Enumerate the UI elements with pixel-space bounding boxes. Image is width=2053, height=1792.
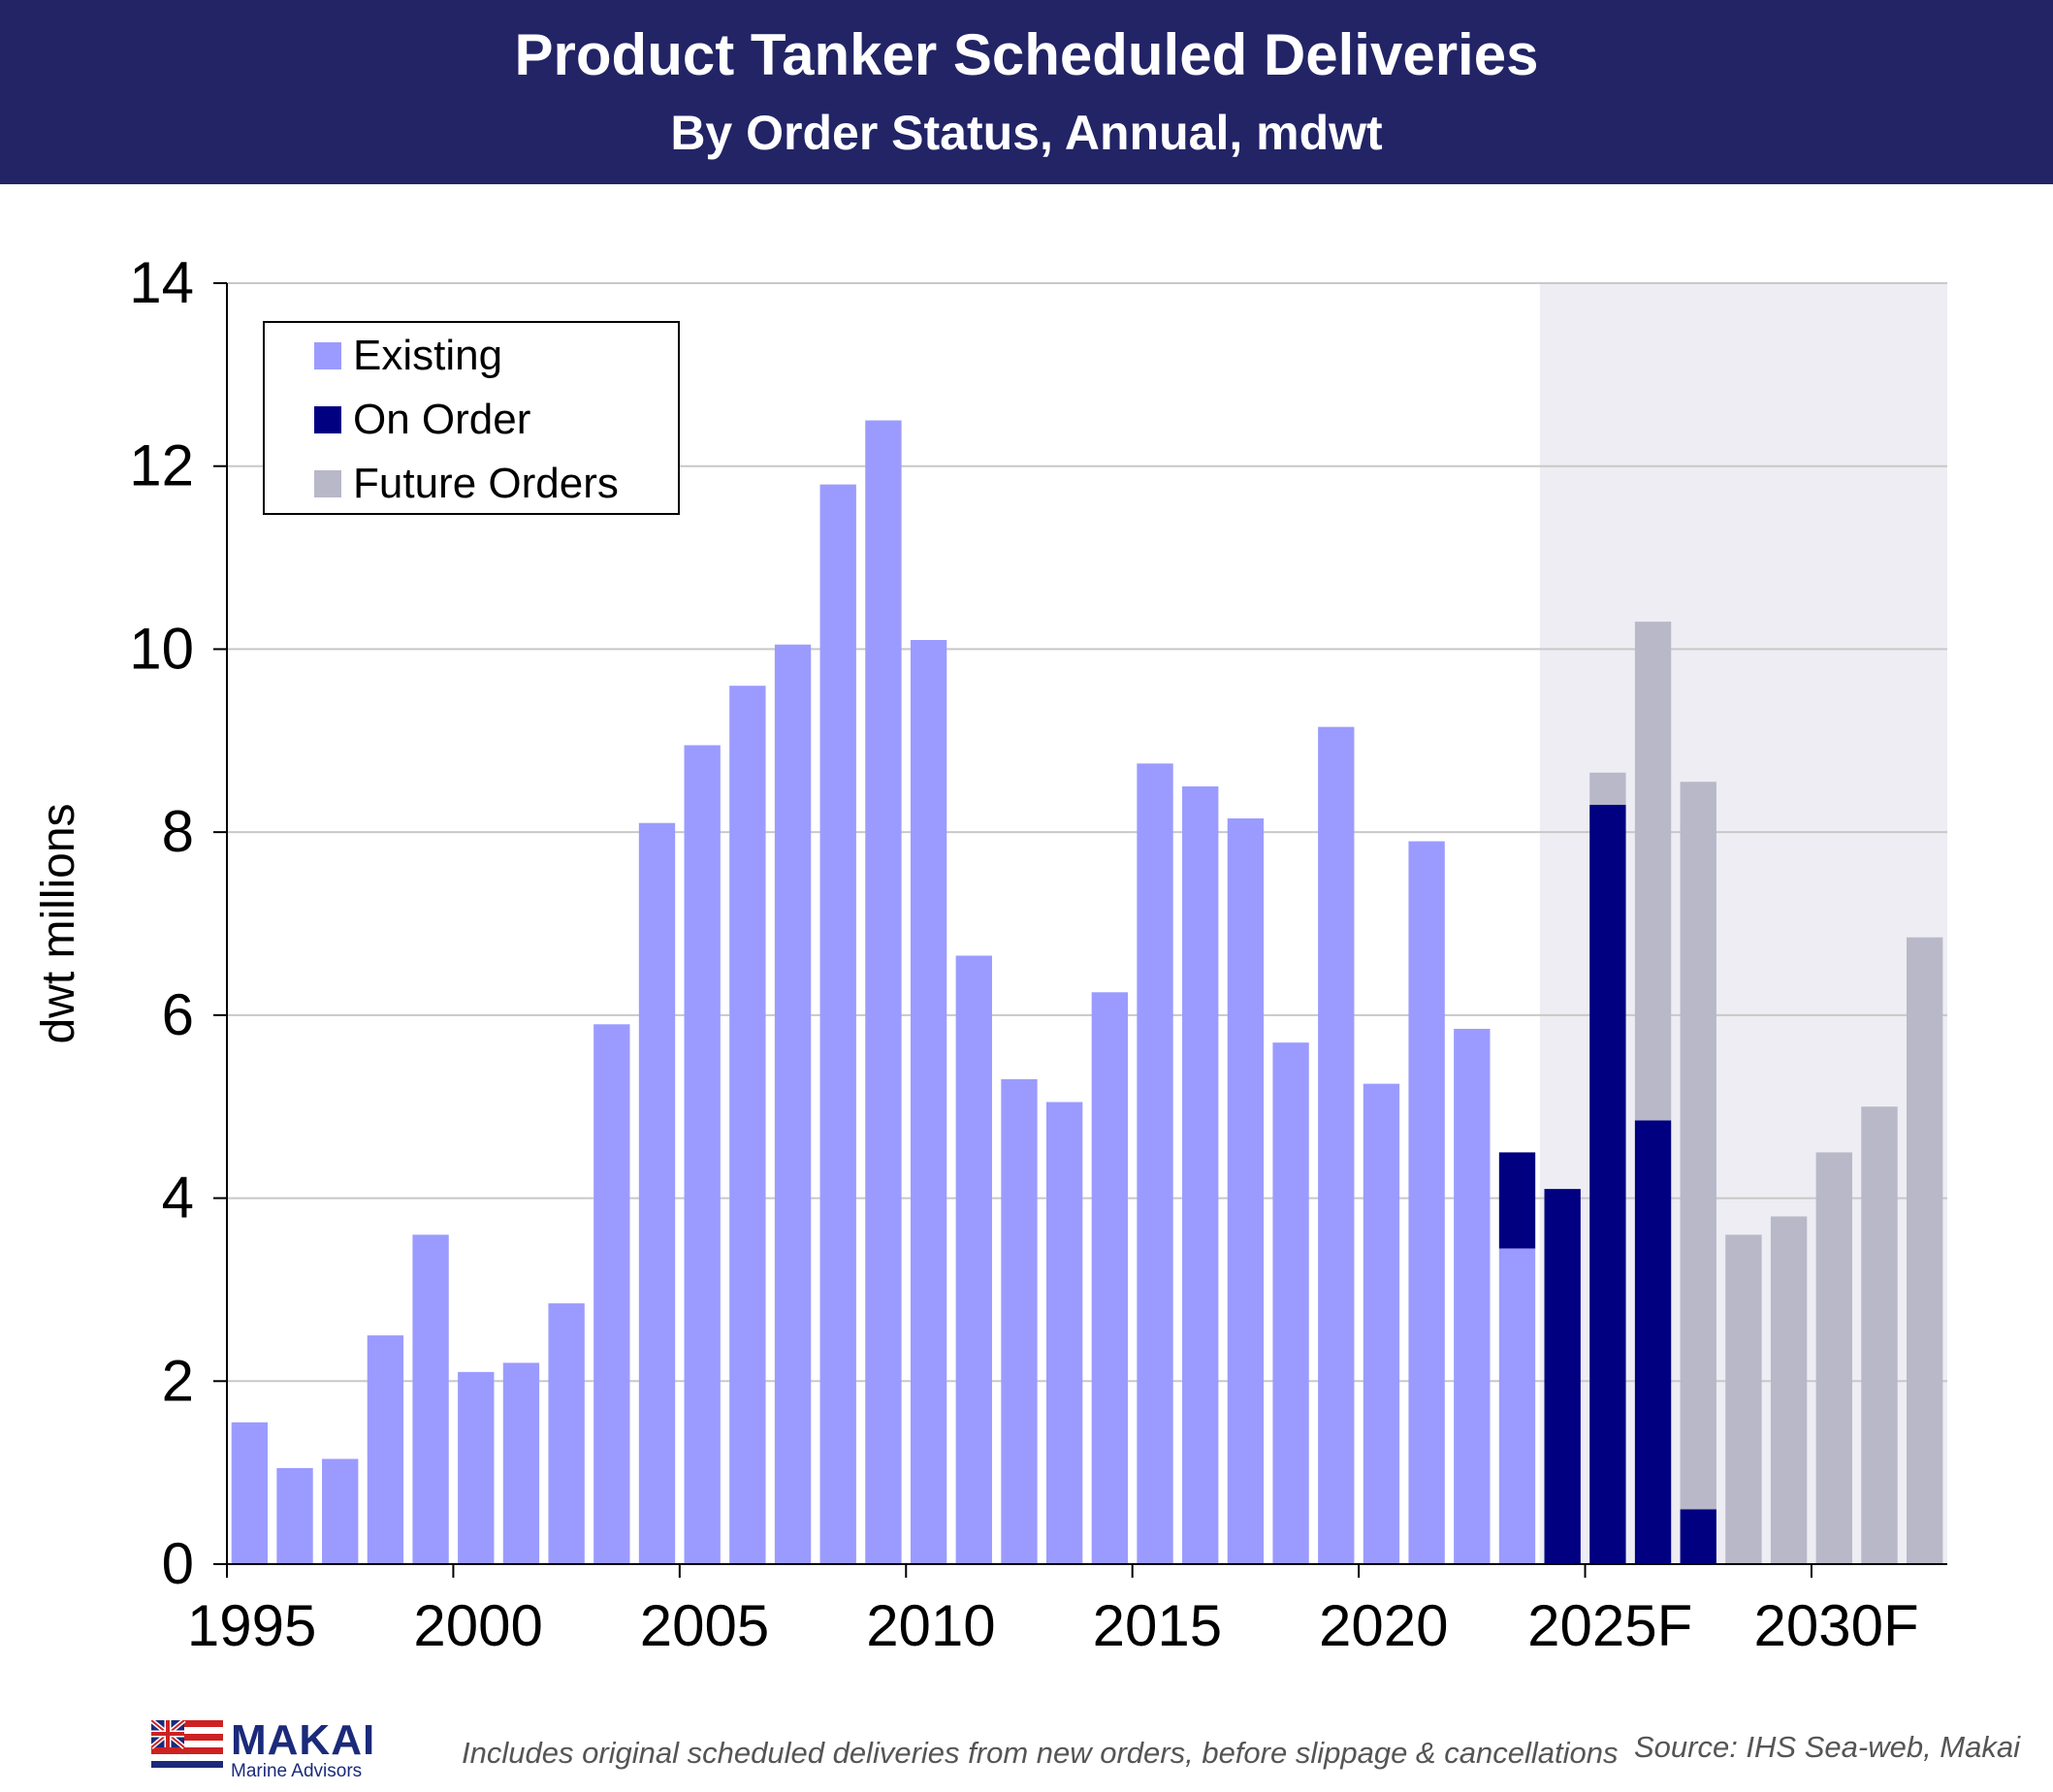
x-tick-label: 2015 xyxy=(1093,1593,1222,1658)
bar-future-orders xyxy=(1680,782,1716,1510)
bar-existing xyxy=(865,420,902,1565)
y-axis-title: dwt millions xyxy=(33,803,84,1043)
bar-existing xyxy=(1045,1102,1083,1564)
bar-on-order xyxy=(1680,1509,1716,1564)
x-tick-label: 2005 xyxy=(640,1593,769,1658)
bar-chart: 0 2 4 6 8 10 12 14 1995 2000 2005 2010 2015 2020 2025F… xyxy=(33,250,1947,1658)
legend-label: On Order xyxy=(353,396,530,443)
y-tick-label: 6 xyxy=(162,982,194,1047)
bar-existing xyxy=(322,1458,359,1564)
y-tick-label: 2 xyxy=(162,1348,194,1413)
logo-name: MAKAI xyxy=(231,1716,376,1764)
bar-existing xyxy=(593,1024,630,1564)
bar-existing xyxy=(548,1303,585,1564)
bar-existing xyxy=(1498,1248,1536,1564)
bar-existing xyxy=(367,1335,404,1564)
y-tick-label: 10 xyxy=(129,616,194,681)
bar-on-order xyxy=(1589,804,1626,1564)
bar-on-order xyxy=(1498,1152,1536,1249)
bar-existing xyxy=(1408,841,1445,1564)
bar-existing xyxy=(1001,1078,1038,1564)
bar-existing xyxy=(955,955,992,1564)
bar-future-orders xyxy=(1861,1106,1898,1564)
y-tick-label: 0 xyxy=(162,1531,194,1596)
footer-source: Source: IHS Sea-web, Makai xyxy=(1633,1730,2020,1764)
logo-tagline: Marine Advisors xyxy=(231,1761,363,1781)
chart-subtitle: By Order Status, Annual, mdwt xyxy=(670,106,1383,160)
bar-future-orders xyxy=(1634,622,1672,1121)
bar-existing xyxy=(729,686,766,1564)
bar-existing xyxy=(910,639,947,1564)
bar-future-orders xyxy=(1815,1152,1852,1564)
bar-existing xyxy=(276,1467,313,1564)
bar-existing xyxy=(819,484,856,1565)
y-tick-label: 14 xyxy=(129,250,194,315)
footer-note: Includes original scheduled deliveries f… xyxy=(462,1736,1619,1770)
bar-existing xyxy=(638,822,676,1564)
bar-on-order xyxy=(1634,1120,1672,1564)
bar-existing xyxy=(1137,763,1173,1564)
bar-existing xyxy=(458,1371,495,1564)
bar-existing xyxy=(1318,726,1355,1564)
hawaii-flag-icon xyxy=(151,1720,223,1775)
bar-existing xyxy=(231,1422,269,1564)
bar-existing xyxy=(774,644,812,1564)
x-tick-label: 2025F xyxy=(1527,1593,1692,1658)
bar-future-orders xyxy=(1589,772,1626,805)
bar-future-orders xyxy=(1770,1216,1808,1564)
legend-swatch xyxy=(314,470,341,497)
legend-swatch xyxy=(314,342,341,369)
x-tick-label: 2000 xyxy=(413,1593,542,1658)
chart-header: Product Tanker Scheduled Deliveries By O… xyxy=(0,0,2053,184)
bar-existing xyxy=(1227,817,1265,1564)
bar-future-orders xyxy=(1725,1234,1762,1564)
bar-on-order xyxy=(1544,1189,1581,1564)
legend-label: Future Orders xyxy=(353,460,619,507)
bar-existing xyxy=(1454,1029,1491,1564)
y-tick-label: 4 xyxy=(162,1166,194,1231)
x-tick-label: 2030F xyxy=(1754,1593,1919,1658)
bar-existing xyxy=(1272,1042,1309,1564)
x-tick-label: 1995 xyxy=(187,1593,316,1658)
bar-future-orders xyxy=(1906,937,1943,1564)
bar-existing xyxy=(1363,1083,1400,1564)
bar-existing xyxy=(502,1362,540,1564)
y-tick-label: 8 xyxy=(162,799,194,864)
bar-existing xyxy=(1091,992,1129,1564)
chart-title: Product Tanker Scheduled Deliveries xyxy=(514,22,1539,87)
y-tick-label: 12 xyxy=(129,433,194,498)
x-tick-label: 2020 xyxy=(1319,1593,1448,1658)
bar-existing xyxy=(412,1234,449,1564)
makai-logo: MAKAI Marine Advisors xyxy=(151,1716,374,1782)
bar-existing xyxy=(1182,785,1219,1564)
x-tick-label: 2010 xyxy=(866,1593,995,1658)
bar-existing xyxy=(684,745,721,1564)
legend-swatch xyxy=(314,406,341,433)
legend-label: Existing xyxy=(353,332,502,379)
